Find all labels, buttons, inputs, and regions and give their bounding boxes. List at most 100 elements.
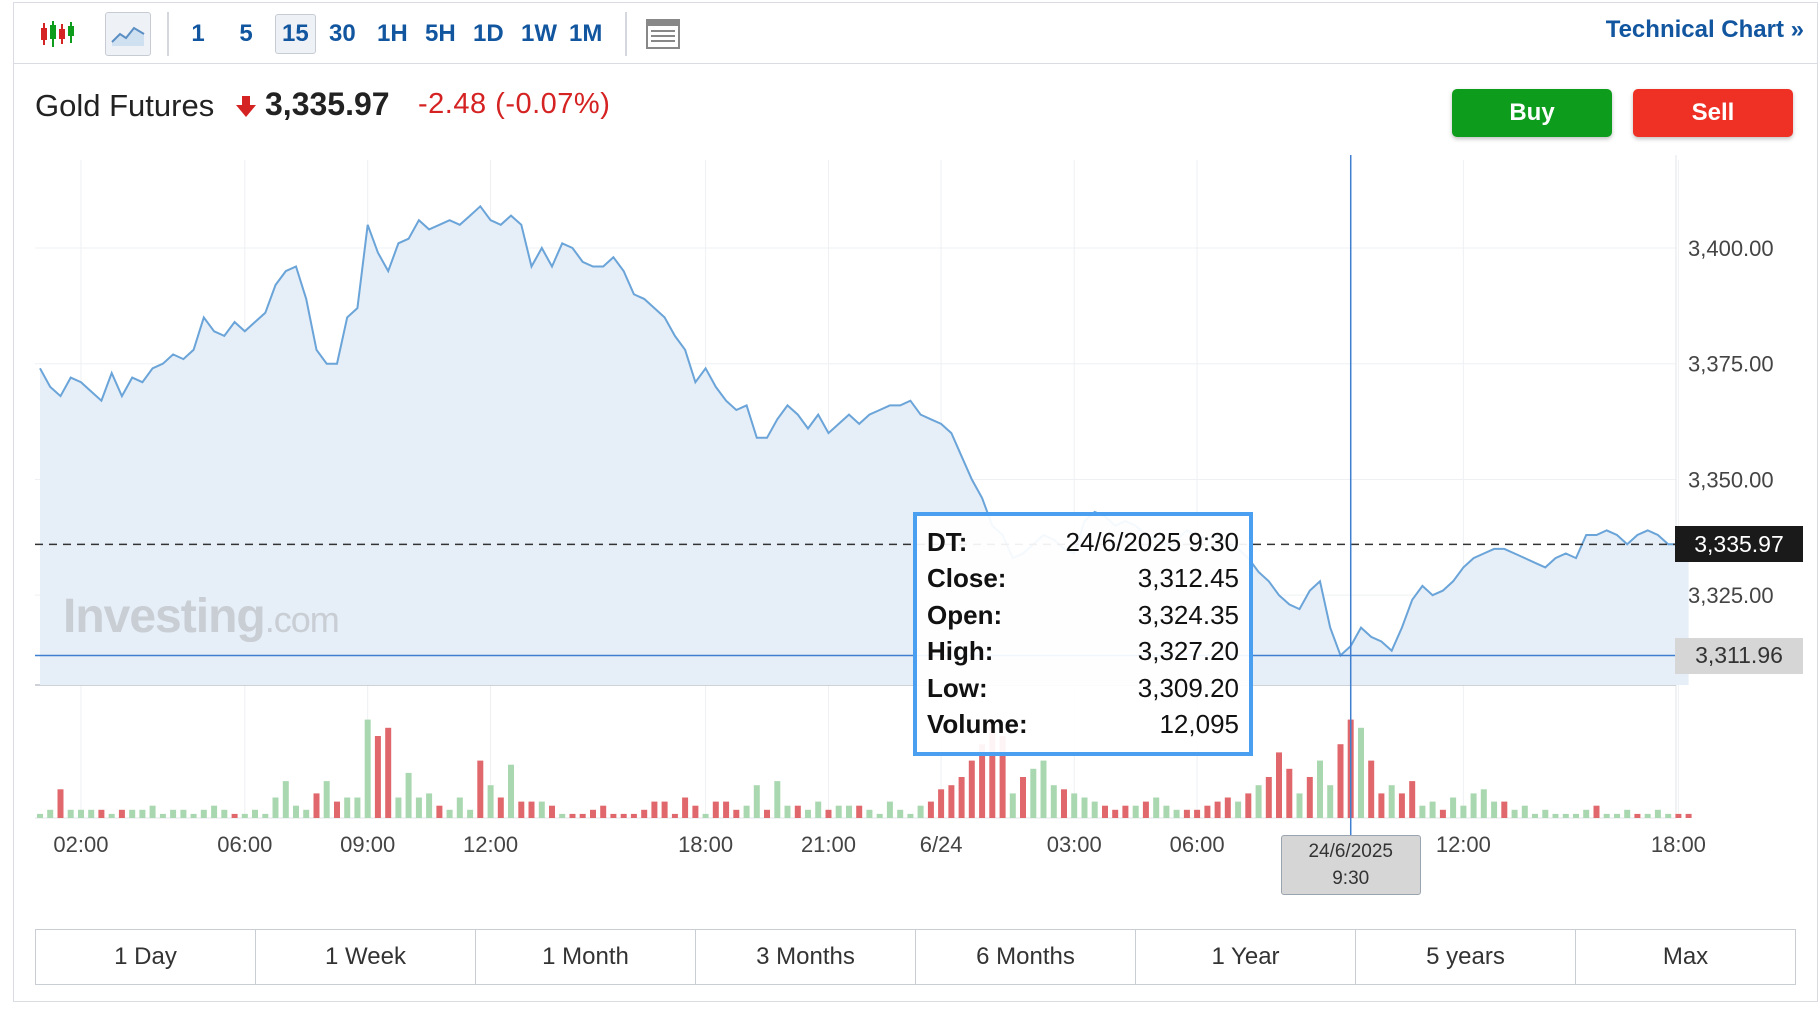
- volume-bar: [815, 801, 822, 818]
- range-3-months[interactable]: 3 Months: [696, 930, 916, 984]
- toolbar: 1 5 15 30 1H 5H 1D 1W 1M Technical Chart…: [13, 2, 1818, 64]
- volume-bar: [774, 781, 781, 818]
- volume-bar: [180, 809, 187, 818]
- tooltip-key: Open:: [927, 599, 1003, 630]
- x-tick-label: 18:00: [1651, 832, 1706, 857]
- x-axis: 02:00 06:00 09:00 12:00 18:00 21:00 6/24 03:00 0…: [53, 832, 1706, 857]
- volume-bar: [938, 789, 945, 818]
- volume-bar: [661, 801, 668, 818]
- volume-bar: [211, 805, 218, 818]
- volume-bar: [405, 772, 412, 818]
- volume-bar: [303, 809, 310, 818]
- volume-bar: [1112, 809, 1119, 818]
- interval-15[interactable]: 15: [275, 14, 316, 54]
- volume-bar: [78, 809, 84, 818]
- volume-bar: [272, 797, 279, 818]
- interval-1d[interactable]: 1D: [473, 20, 504, 47]
- area-chart-icon[interactable]: [105, 12, 151, 56]
- volume-bar: [1460, 805, 1467, 818]
- volume-bar: [1276, 752, 1282, 818]
- volume-bar: [1081, 797, 1088, 818]
- volume-bar: [743, 805, 750, 818]
- tooltip-value: 3,309.20: [1137, 672, 1239, 703]
- volume-bar: [159, 813, 166, 818]
- price-change: -2.48 (-0.07%): [418, 88, 610, 121]
- volume-bar: [1583, 809, 1590, 818]
- volume-bar: [477, 760, 484, 818]
- candlestick-icon[interactable]: [33, 12, 81, 56]
- volume-bar: [805, 809, 811, 818]
- volume-bar: [231, 813, 238, 818]
- volume-bar: [200, 809, 207, 818]
- volume-bar: [1132, 805, 1139, 818]
- watermark-suffix: .com: [264, 599, 340, 640]
- volume-bar: [753, 785, 760, 818]
- layout-icon[interactable]: [639, 12, 687, 56]
- volume-bar: [282, 781, 289, 818]
- volume-bar: [927, 801, 934, 818]
- range-6-months[interactable]: 6 Months: [916, 930, 1136, 984]
- interval-1w[interactable]: 1W: [521, 20, 557, 47]
- volume-bar: [989, 719, 996, 818]
- chart-overlay: [35, 155, 1676, 835]
- interval-1m[interactable]: 1M: [569, 20, 603, 47]
- investing-watermark: Investing.com: [63, 589, 340, 644]
- interval-5h[interactable]: 5H: [425, 20, 456, 47]
- volume-bar: [641, 809, 648, 818]
- volume-bar: [671, 813, 678, 818]
- volume-bar: [1183, 809, 1190, 818]
- volume-bar: [98, 809, 105, 818]
- volume-bar: [958, 777, 965, 818]
- interval-1[interactable]: 1: [191, 20, 205, 47]
- volume-bar: [968, 760, 975, 818]
- volume-bar: [1439, 809, 1446, 818]
- range-5-years[interactable]: 5 years: [1356, 930, 1576, 984]
- y-tick-label: 3,325.00: [1688, 583, 1774, 608]
- range-1-week[interactable]: 1 Week: [256, 930, 476, 984]
- tooltip-key: DT:: [927, 526, 968, 557]
- range-1-year[interactable]: 1 Year: [1136, 930, 1356, 984]
- volume-bar: [190, 813, 197, 818]
- volume-bar: [600, 805, 607, 818]
- tooltip-row: High: 3,327.20: [927, 634, 1239, 671]
- volume-bar: [118, 809, 125, 818]
- volume-bar: [518, 801, 525, 818]
- volume-bar: [354, 797, 361, 818]
- volume-bar: [1204, 805, 1211, 818]
- volume-bar: [108, 813, 115, 818]
- x-tick-label: 21:00: [801, 832, 856, 857]
- volume-bar: [1265, 777, 1272, 818]
- tooltip-row: Open: 3,324.35: [927, 597, 1239, 634]
- volume-bar: [1521, 805, 1528, 818]
- range-1-day[interactable]: 1 Day: [36, 930, 256, 984]
- buy-button[interactable]: Buy: [1452, 89, 1612, 137]
- volume-bar: [1368, 760, 1375, 818]
- volume-bar: [897, 809, 904, 818]
- volume-bar: [1337, 744, 1344, 818]
- volume-bar: [170, 809, 177, 818]
- volume-bar: [1624, 809, 1631, 818]
- technical-chart-label: Technical Chart: [1605, 16, 1784, 43]
- volume-bar: [1020, 777, 1026, 818]
- interval-30[interactable]: 30: [329, 20, 356, 47]
- down-arrow-icon: [236, 96, 256, 117]
- instrument-name: Gold Futures: [35, 88, 215, 123]
- range-1-month[interactable]: 1 Month: [476, 930, 696, 984]
- interval-5[interactable]: 5: [239, 20, 253, 47]
- volume-bar: [1388, 785, 1395, 818]
- range-max[interactable]: Max: [1662, 943, 1709, 970]
- sell-button[interactable]: Sell: [1633, 89, 1793, 137]
- tooltip-value: 3,324.35: [1137, 599, 1239, 630]
- technical-chart-link[interactable]: Technical Chart »: [1606, 16, 1804, 44]
- volume-bar: [497, 797, 504, 818]
- volume-bar: [415, 797, 422, 818]
- tooltip-value: 12,095: [1159, 709, 1239, 740]
- tooltip-key: Close:: [927, 563, 1007, 594]
- volume-bar: [1358, 727, 1364, 818]
- interval-1h[interactable]: 1H: [377, 20, 408, 47]
- volume-bar: [313, 793, 320, 818]
- volume-bar: [979, 744, 986, 818]
- volume-bar: [487, 785, 494, 818]
- volume-bar: [1030, 768, 1037, 818]
